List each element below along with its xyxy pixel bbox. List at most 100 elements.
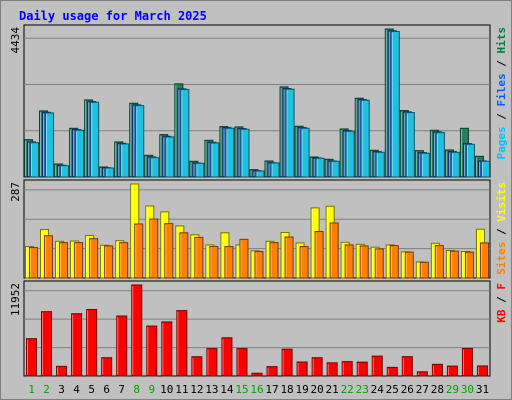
legend-entry: KB — [495, 309, 508, 323]
bar-sites-day-16 — [254, 250, 264, 279]
bar-pages-day-12 — [195, 162, 205, 178]
bar-sites-day-6 — [104, 245, 114, 279]
day-label-16: 16 — [250, 383, 263, 396]
bar-kb-day-10 — [161, 321, 173, 377]
bar-pages-day-14 — [225, 127, 235, 178]
bar-sites-day-22 — [344, 244, 354, 279]
bar-kb-day-13 — [206, 348, 218, 377]
bar-sites-day-25 — [389, 245, 399, 279]
bar-kb-day-17 — [266, 366, 278, 377]
legend-separator: / — [495, 54, 508, 74]
panel-kbytes: 11952 KB / F — [9, 280, 508, 377]
legend-entry: Visits — [495, 182, 508, 222]
bar-pages-day-21 — [330, 160, 340, 178]
bar-sites-day-27 — [419, 261, 429, 279]
bar-kb-day-12 — [191, 356, 203, 377]
bar-kb-day-19 — [296, 361, 308, 377]
legend: Sites / Visits — [495, 182, 508, 275]
bar-sites-day-5 — [89, 238, 99, 279]
day-label-15: 15 — [235, 383, 248, 396]
bar-pages-day-18 — [285, 88, 295, 178]
bar-pages-day-4 — [75, 129, 85, 178]
legend-entry: Pages — [495, 126, 508, 159]
day-label-11: 11 — [175, 383, 188, 396]
bar-pages-day-16 — [255, 170, 265, 178]
bar-kb-day-16 — [251, 372, 263, 377]
legend-entry: Files — [495, 73, 508, 106]
legend-separator: / — [495, 290, 508, 310]
bar-pages-day-20 — [315, 157, 325, 178]
bar-pages-day-8 — [135, 105, 145, 178]
day-label-22: 22 — [341, 383, 354, 396]
bar-pages-day-7 — [120, 143, 130, 178]
bar-sites-day-21 — [329, 222, 339, 279]
bar-sites-day-30 — [464, 251, 474, 279]
bar-kb-day-22 — [341, 361, 353, 377]
bar-kb-day-27 — [416, 371, 428, 377]
bar-kb-day-9 — [146, 325, 158, 377]
bar-sites-day-12 — [194, 236, 204, 279]
bar-sites-day-4 — [74, 242, 84, 279]
bar-sites-day-3 — [59, 242, 69, 279]
bar-sites-day-19 — [299, 246, 309, 279]
bar-kb-day-7 — [116, 315, 128, 377]
bar-sites-day-17 — [269, 242, 279, 279]
bar-sites-day-24 — [374, 248, 384, 279]
bar-pages-day-28 — [435, 132, 445, 178]
bar-sites-day-29 — [449, 250, 459, 279]
max-label: 4434 — [9, 27, 22, 54]
day-label-27: 27 — [416, 383, 429, 396]
bar-sites-day-13 — [209, 246, 219, 279]
bar-sites-day-28 — [434, 245, 444, 279]
max-label: 11952 — [9, 283, 22, 316]
bar-kb-day-21 — [326, 362, 338, 377]
day-label-6: 6 — [103, 383, 110, 396]
bar-pages-day-31 — [480, 160, 490, 178]
day-label-20: 20 — [311, 383, 324, 396]
bar-kb-day-26 — [401, 356, 413, 377]
bar-sites-day-20 — [314, 230, 324, 279]
bar-sites-day-26 — [404, 251, 414, 279]
bar-kb-day-3 — [56, 365, 68, 377]
bar-kb-day-4 — [71, 313, 83, 377]
bar-pages-day-27 — [420, 152, 430, 178]
bar-kb-day-14 — [221, 337, 233, 377]
day-label-24: 24 — [371, 383, 385, 396]
bar-kb-day-31 — [476, 365, 488, 377]
day-label-13: 13 — [205, 383, 218, 396]
bar-kb-day-23 — [356, 361, 368, 377]
panel-visits: 287 Sites / Visits — [9, 179, 508, 279]
bar-sites-day-18 — [284, 236, 294, 279]
bar-kb-day-28 — [431, 363, 443, 377]
bar-pages-day-6 — [105, 167, 115, 178]
bar-pages-day-17 — [270, 162, 280, 178]
bar-pages-day-2 — [45, 112, 55, 178]
day-label-31: 31 — [476, 383, 489, 396]
bar-kb-day-25 — [386, 366, 398, 377]
bar-sites-day-8 — [134, 223, 144, 279]
bar-kb-day-5 — [86, 308, 98, 377]
day-label-10: 10 — [160, 383, 173, 396]
day-label-7: 7 — [118, 383, 125, 396]
bar-sites-day-23 — [359, 245, 369, 279]
legend-entry: F — [495, 283, 508, 290]
legend: Pages / Files / Hits — [495, 27, 508, 160]
bar-kb-day-1 — [26, 338, 38, 377]
chart-title: Daily usage for March 2025 — [19, 9, 207, 23]
bar-sites-day-11 — [179, 232, 189, 279]
bar-pages-day-9 — [150, 157, 160, 178]
bar-pages-day-26 — [405, 112, 415, 178]
chart-panels: 4434 Pages / Files / Hits 287 Sites / Visit… — [9, 24, 508, 377]
day-label-28: 28 — [431, 383, 444, 396]
day-label-29: 29 — [446, 383, 459, 396]
day-label-12: 12 — [190, 383, 203, 396]
bar-pages-day-1 — [30, 142, 40, 178]
day-label-18: 18 — [280, 383, 293, 396]
legend-separator: / — [495, 107, 508, 127]
day-label-30: 30 — [461, 383, 474, 396]
bar-pages-day-24 — [375, 151, 385, 178]
bar-sites-day-10 — [164, 223, 174, 279]
bar-kb-day-6 — [101, 357, 113, 377]
bar-pages-day-23 — [360, 99, 370, 178]
